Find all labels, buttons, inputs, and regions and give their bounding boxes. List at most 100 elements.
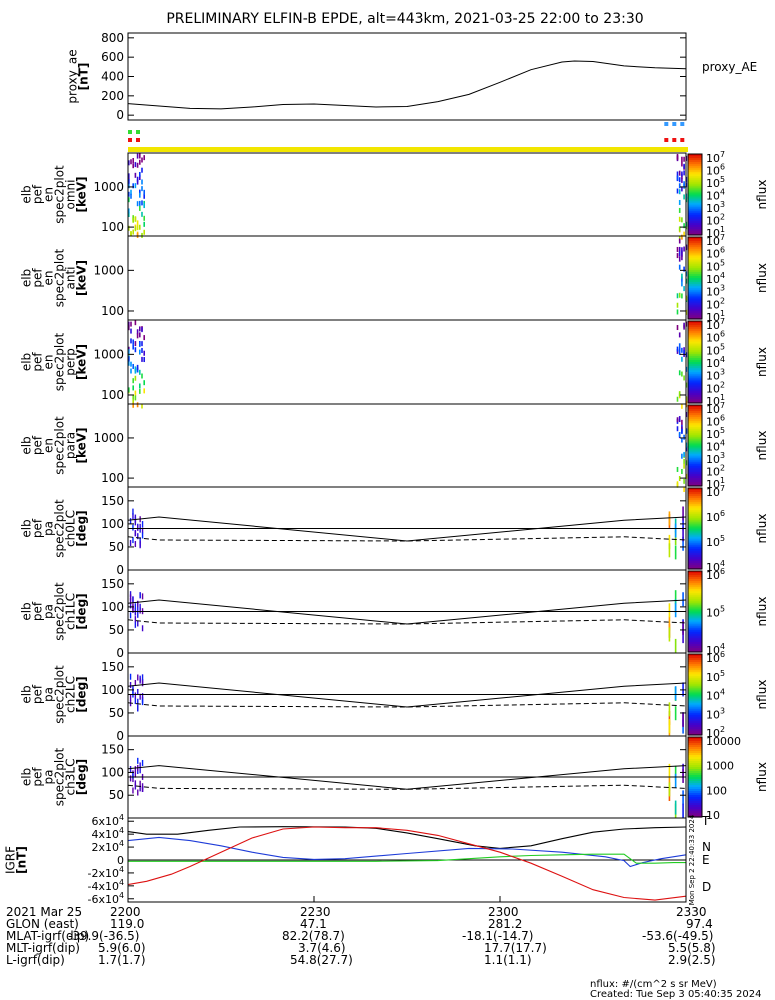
- pitch-angle-cell: [134, 679, 137, 686]
- spectrogram-cell: [676, 426, 679, 432]
- colorbar-segment: [688, 447, 702, 451]
- spectrogram-cell: [681, 419, 683, 425]
- spectrogram-cell: [132, 363, 134, 369]
- colorbar-segment: [688, 607, 702, 611]
- pitch-angle-cell: [141, 625, 144, 632]
- footer-row-value: 82.2(78.7): [282, 929, 345, 943]
- colorbar-segment: [688, 445, 702, 449]
- colorbar-segment: [688, 633, 702, 637]
- spectrogram-cell: [130, 328, 132, 334]
- spectrogram-cell: [139, 332, 141, 338]
- y-tick-label: 0: [116, 563, 124, 577]
- spectrogram-panel-para: 1000 100: [93, 403, 688, 492]
- spectrogram-cell: [134, 341, 137, 347]
- pitch-angle-cell: [134, 771, 137, 778]
- colorbar-segment: [688, 180, 702, 183]
- colorbar-tick-label: 107: [706, 233, 725, 248]
- colorbar-segment: [688, 214, 702, 218]
- colorbar-segment: [688, 583, 702, 586]
- spectrogram-cell: [676, 171, 679, 177]
- colorbar-segment: [688, 783, 702, 786]
- spectrogram-cell: [139, 369, 141, 375]
- spectrogram-cell: [683, 463, 685, 469]
- flag-mark: [128, 130, 132, 134]
- spectrogram-cell: [132, 394, 134, 400]
- spectrogram-cell: [141, 167, 143, 173]
- colorbar-label: nflux: [755, 431, 769, 461]
- spectrogram-cell: [678, 332, 681, 338]
- y-tick-label: 100: [101, 600, 124, 614]
- spectrogram-cell: [139, 200, 141, 206]
- colorbar-segment: [688, 805, 702, 808]
- colorbar-segment: [688, 196, 702, 200]
- footer-row-value: 1.7(1.7): [98, 953, 146, 967]
- colorbar-segment: [688, 166, 702, 169]
- colorbar-segment: [688, 556, 702, 560]
- pitch-angle-cell: [141, 759, 144, 766]
- colorbar-segment: [688, 321, 702, 324]
- y-tick-label: 1000: [93, 347, 124, 361]
- colorbar-segment: [688, 678, 702, 681]
- colorbar-segment: [688, 335, 702, 338]
- colorbar-segment: [688, 763, 702, 766]
- colorbar-segment: [688, 331, 702, 334]
- colorbar-segment: [688, 230, 702, 234]
- colorbar-segment: [688, 718, 702, 722]
- colorbar-segment: [688, 542, 702, 546]
- spectrogram-cell: [130, 321, 132, 327]
- footer-row-value: 5.5(5.8): [668, 941, 716, 955]
- colorbar-segment: [688, 767, 702, 770]
- colorbar-segment: [688, 212, 702, 216]
- spectrogram-cell: [681, 453, 683, 459]
- colorbar-segment: [688, 803, 702, 806]
- axis-label-line: elb: [20, 685, 34, 703]
- colorbar-segment: [688, 672, 702, 675]
- colorbar-segment: [688, 498, 702, 501]
- spectrogram-cell: [132, 217, 134, 223]
- spectrogram-cell: [678, 189, 681, 195]
- pitch-angle-cell: [682, 592, 684, 607]
- spectrogram-cell: [676, 188, 679, 194]
- colorbar-segment: [688, 368, 702, 371]
- spectrogram-cell: [676, 466, 679, 472]
- colorbar-frame: [687, 404, 703, 487]
- colorbar-segment: [688, 351, 702, 355]
- spectrogram-cell: [139, 224, 141, 230]
- axis-label-line: spec2plot: [53, 499, 67, 558]
- spectrogram-cell: [139, 383, 141, 389]
- spectrogram-cell: [678, 177, 681, 183]
- colorbar-segment: [688, 595, 702, 598]
- spectrogram-cell: [676, 325, 679, 331]
- axis-label-line: [deg]: [75, 510, 89, 546]
- spectrogram-cell: [132, 215, 134, 221]
- colorbar-segment: [688, 265, 702, 269]
- spectrogram-cell: [678, 183, 681, 189]
- pitch-angle-cell: [134, 530, 137, 537]
- pitch-angle-cell: [129, 602, 132, 609]
- colorbar-segment: [688, 668, 702, 671]
- pitch-angle-cell: [132, 787, 134, 794]
- colorbar-segment: [688, 686, 702, 690]
- spectrogram-cell: [683, 486, 685, 492]
- colorbar-tick-label: 107: [706, 401, 725, 416]
- spectrogram-cell: [128, 360, 130, 366]
- colorbar-segment: [688, 339, 702, 343]
- colorbar-segment: [688, 296, 702, 300]
- pitch-angle-cell: [132, 776, 134, 783]
- y-tick-label: 1000: [93, 180, 124, 194]
- colorbar-tick-label: 106: [706, 509, 725, 524]
- igrf-series-E: [128, 853, 686, 864]
- colorbar-segment: [688, 730, 702, 734]
- spectrogram-cell: [136, 367, 139, 373]
- colorbar-segment: [688, 292, 702, 295]
- created-stamp: Created: Tue Sep 3 05:40:35 2024: [590, 989, 762, 1000]
- footer-row-value: 3.7(4.6): [298, 941, 346, 955]
- colorbar-label: nflux: [755, 347, 769, 377]
- spectrogram-cell: [130, 189, 132, 195]
- colorbar-segment: [688, 362, 702, 365]
- spectrogram-cell: [681, 347, 683, 353]
- colorbar-segment: [688, 658, 702, 661]
- colorbar-tick-label: 106: [706, 567, 725, 582]
